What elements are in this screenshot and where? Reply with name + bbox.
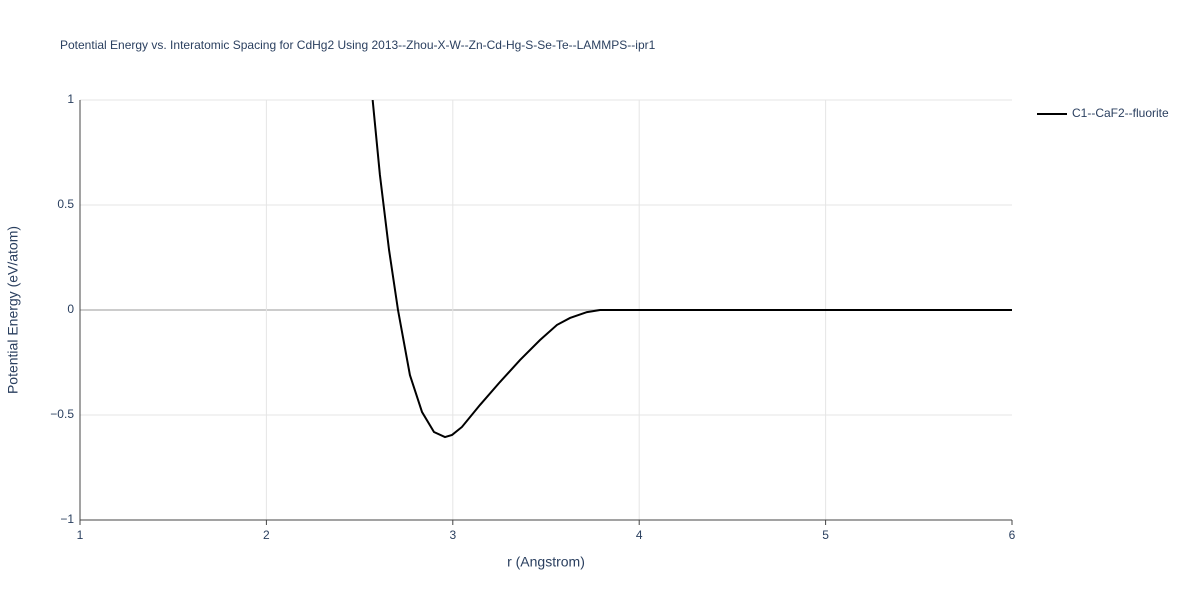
- legend-label: C1--CaF2--fluorite: [1072, 106, 1169, 120]
- x-tick-label: 2: [263, 528, 270, 542]
- y-tick-label: 0: [67, 302, 74, 316]
- y-axis-title: Potential Energy (eV/atom): [5, 226, 21, 394]
- y-tick-label: −1: [60, 512, 74, 526]
- x-tick-label: 4: [636, 528, 643, 542]
- plot-area: [371, 100, 1012, 439]
- x-tick-label: 3: [449, 528, 456, 542]
- y-tick-label: 0.5: [57, 197, 74, 211]
- y-tick-label: 1: [67, 92, 74, 106]
- x-axis-title: r (Angstrom): [507, 554, 585, 570]
- y-tick-label: −0.5: [50, 407, 74, 421]
- data-line: [371, 100, 1012, 439]
- x-tick-label: 5: [822, 528, 829, 542]
- chart-title: Potential Energy vs. Interatomic Spacing…: [60, 38, 656, 52]
- x-tick-label: 6: [1009, 528, 1016, 542]
- x-tick-label: 1: [77, 528, 84, 542]
